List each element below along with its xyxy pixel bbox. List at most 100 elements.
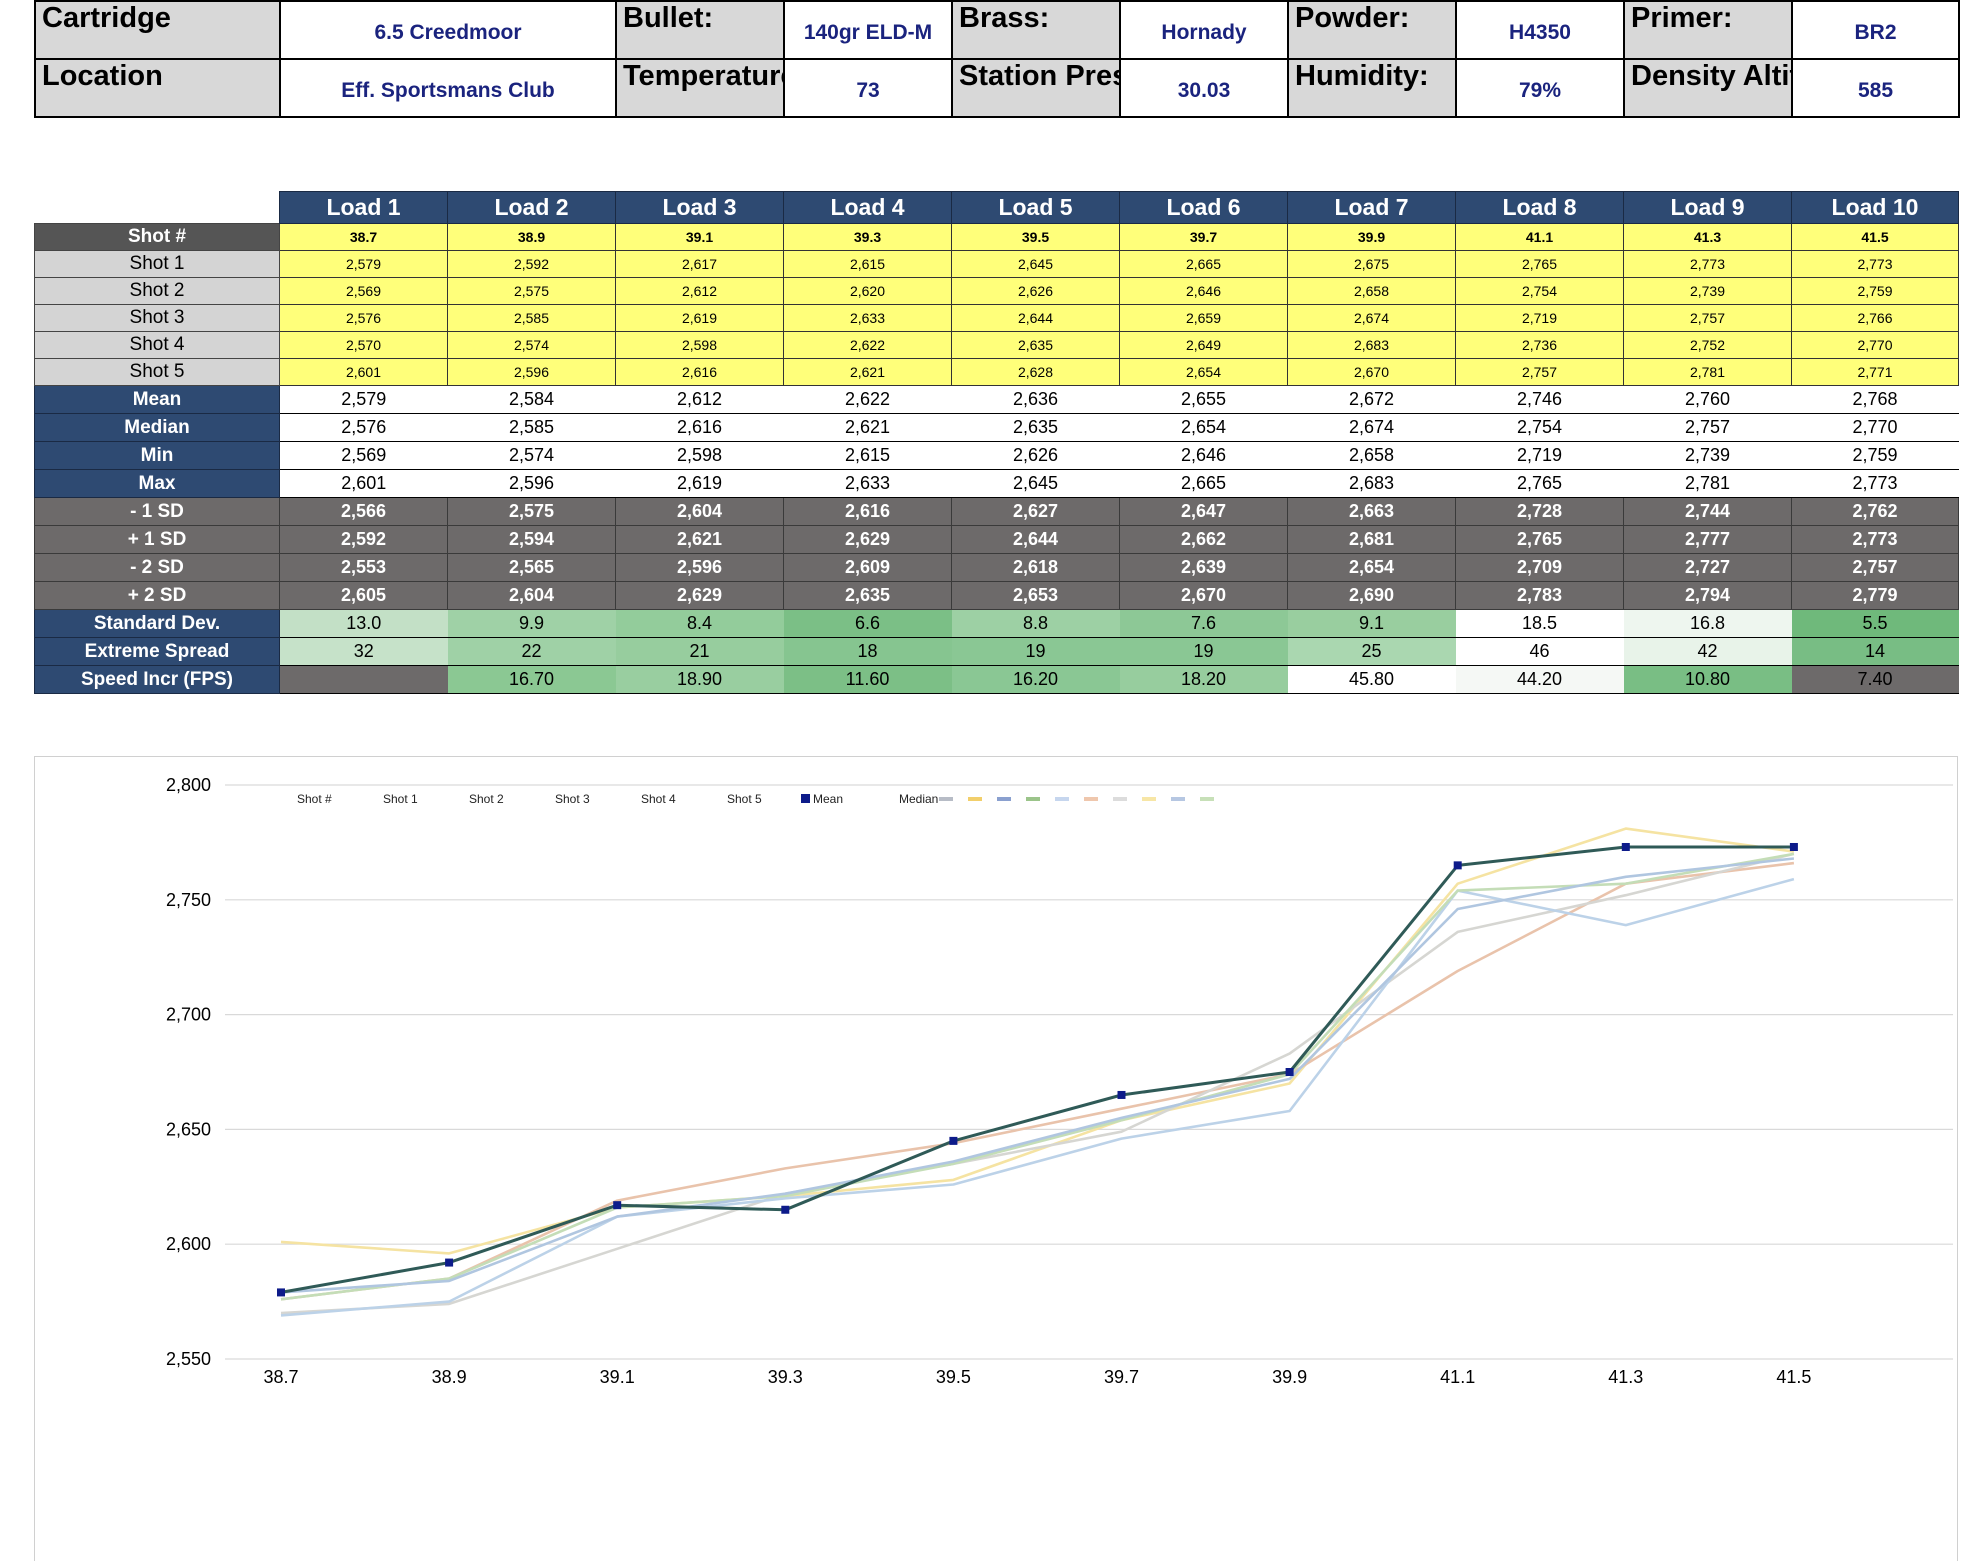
- data-cell[interactable]: 2,635: [783, 581, 952, 610]
- info-value[interactable]: 140gr ELD-M: [783, 0, 953, 60]
- data-cell[interactable]: 22: [447, 637, 616, 666]
- data-cell[interactable]: 2,659: [1119, 304, 1288, 332]
- data-cell[interactable]: 44.20: [1455, 665, 1624, 694]
- data-cell[interactable]: 16.20: [951, 665, 1120, 694]
- data-cell[interactable]: 2,672: [1287, 385, 1456, 414]
- data-cell[interactable]: 2,621: [615, 525, 784, 554]
- data-cell[interactable]: 2,622: [783, 385, 952, 414]
- data-cell[interactable]: 2,598: [615, 331, 784, 359]
- info-value[interactable]: Hornady: [1119, 0, 1289, 60]
- data-cell[interactable]: 2,635: [951, 413, 1120, 442]
- data-cell[interactable]: 2,626: [951, 277, 1120, 305]
- data-cell[interactable]: 2,619: [615, 469, 784, 498]
- data-cell[interactable]: 2,709: [1455, 553, 1624, 582]
- data-cell[interactable]: 2,621: [783, 413, 952, 442]
- data-cell[interactable]: 2,579: [279, 385, 448, 414]
- data-cell[interactable]: 7.6: [1119, 609, 1288, 638]
- data-cell[interactable]: 18: [783, 637, 952, 666]
- data-cell[interactable]: 2,779: [1791, 581, 1959, 610]
- data-cell[interactable]: 39.3: [783, 223, 952, 251]
- data-cell[interactable]: 2,596: [615, 553, 784, 582]
- data-cell[interactable]: 2,616: [783, 497, 952, 526]
- data-cell[interactable]: 2,771: [1791, 358, 1959, 386]
- data-cell[interactable]: 2,770: [1791, 413, 1959, 442]
- data-cell[interactable]: 2,553: [279, 553, 448, 582]
- data-cell[interactable]: 2,736: [1455, 331, 1624, 359]
- data-cell[interactable]: 2,765: [1455, 250, 1624, 278]
- data-cell[interactable]: 2,604: [447, 581, 616, 610]
- data-cell[interactable]: 9.1: [1287, 609, 1456, 638]
- data-cell[interactable]: 6.6: [783, 609, 952, 638]
- data-cell[interactable]: 45.80: [1287, 665, 1456, 694]
- data-cell[interactable]: 2,681: [1287, 525, 1456, 554]
- data-cell[interactable]: 2,727: [1623, 553, 1792, 582]
- data-cell[interactable]: 8.8: [951, 609, 1120, 638]
- data-cell[interactable]: 2,576: [279, 304, 448, 332]
- data-cell[interactable]: 2,574: [447, 441, 616, 470]
- data-cell[interactable]: 2,615: [783, 250, 952, 278]
- info-value[interactable]: H4350: [1455, 0, 1625, 60]
- data-cell[interactable]: 2,646: [1119, 277, 1288, 305]
- data-cell[interactable]: 13.0: [279, 609, 448, 638]
- data-cell[interactable]: 2,594: [447, 525, 616, 554]
- data-cell[interactable]: 2,757: [1791, 553, 1959, 582]
- info-value[interactable]: 6.5 Creedmoor: [279, 0, 617, 60]
- data-cell[interactable]: 2,674: [1287, 304, 1456, 332]
- data-cell[interactable]: 2,759: [1791, 441, 1959, 470]
- data-cell[interactable]: 2,757: [1623, 413, 1792, 442]
- data-cell[interactable]: 11.60: [783, 665, 952, 694]
- data-cell[interactable]: 2,728: [1455, 497, 1624, 526]
- data-cell[interactable]: [279, 665, 448, 694]
- data-cell[interactable]: 2,739: [1623, 441, 1792, 470]
- data-cell[interactable]: 2,574: [447, 331, 616, 359]
- data-cell[interactable]: 2,649: [1119, 331, 1288, 359]
- data-cell[interactable]: 2,675: [1287, 250, 1456, 278]
- info-value[interactable]: Eff. Sportsmans Club: [279, 58, 617, 118]
- data-cell[interactable]: 2,627: [951, 497, 1120, 526]
- data-cell[interactable]: 2,596: [447, 358, 616, 386]
- data-cell[interactable]: 2,615: [783, 441, 952, 470]
- data-cell[interactable]: 2,658: [1287, 277, 1456, 305]
- data-cell[interactable]: 16.70: [447, 665, 616, 694]
- info-value[interactable]: 30.03: [1119, 58, 1289, 118]
- data-cell[interactable]: 2,766: [1791, 304, 1959, 332]
- data-cell[interactable]: 2,765: [1455, 469, 1624, 498]
- data-cell[interactable]: 2,746: [1455, 385, 1624, 414]
- data-cell[interactable]: 2,584: [447, 385, 616, 414]
- data-cell[interactable]: 7.40: [1791, 665, 1959, 694]
- data-cell[interactable]: 2,754: [1455, 413, 1624, 442]
- data-cell[interactable]: 19: [951, 637, 1120, 666]
- data-cell[interactable]: 2,596: [447, 469, 616, 498]
- data-cell[interactable]: 2,773: [1623, 250, 1792, 278]
- data-cell[interactable]: 9.9: [447, 609, 616, 638]
- data-cell[interactable]: 2,654: [1119, 413, 1288, 442]
- data-cell[interactable]: 2,635: [951, 331, 1120, 359]
- data-cell[interactable]: 2,575: [447, 277, 616, 305]
- data-cell[interactable]: 2,636: [951, 385, 1120, 414]
- data-cell[interactable]: 2,639: [1119, 553, 1288, 582]
- data-cell[interactable]: 2,628: [951, 358, 1120, 386]
- data-cell[interactable]: 2,601: [279, 469, 448, 498]
- data-cell[interactable]: 2,768: [1791, 385, 1959, 414]
- data-cell[interactable]: 2,633: [783, 304, 952, 332]
- data-cell[interactable]: 2,773: [1791, 469, 1959, 498]
- data-cell[interactable]: 2,754: [1455, 277, 1624, 305]
- info-value[interactable]: BR2: [1791, 0, 1960, 60]
- data-cell[interactable]: 2,653: [951, 581, 1120, 610]
- data-cell[interactable]: 2,621: [783, 358, 952, 386]
- data-cell[interactable]: 2,569: [279, 441, 448, 470]
- data-cell[interactable]: 14: [1791, 637, 1959, 666]
- data-cell[interactable]: 2,663: [1287, 497, 1456, 526]
- data-cell[interactable]: 2,629: [783, 525, 952, 554]
- data-cell[interactable]: 2,683: [1287, 469, 1456, 498]
- data-cell[interactable]: 39.7: [1119, 223, 1288, 251]
- data-cell[interactable]: 38.7: [279, 223, 448, 251]
- data-cell[interactable]: 2,616: [615, 358, 784, 386]
- data-cell[interactable]: 2,670: [1287, 358, 1456, 386]
- data-cell[interactable]: 2,644: [951, 304, 1120, 332]
- data-cell[interactable]: 2,777: [1623, 525, 1792, 554]
- data-cell[interactable]: 2,633: [783, 469, 952, 498]
- data-cell[interactable]: 2,644: [951, 525, 1120, 554]
- data-cell[interactable]: 2,585: [447, 413, 616, 442]
- data-cell[interactable]: 39.1: [615, 223, 784, 251]
